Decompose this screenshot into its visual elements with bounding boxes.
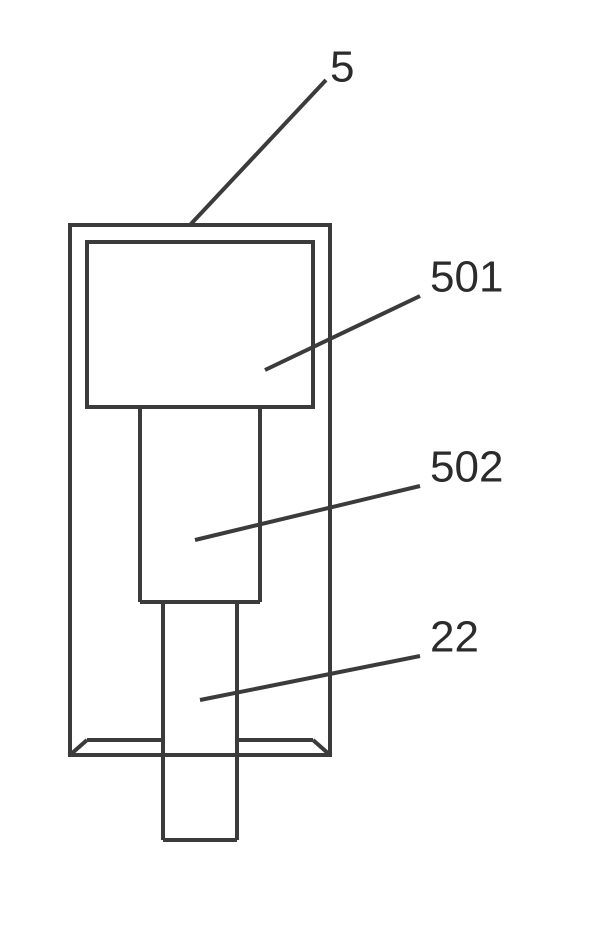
leader-lower bbox=[200, 656, 420, 700]
leader-top bbox=[190, 80, 326, 225]
outer-housing-rect bbox=[70, 225, 330, 755]
leader-lines bbox=[190, 80, 420, 700]
bevel-left bbox=[70, 740, 87, 755]
callout-labels: 5 501 502 22 bbox=[330, 43, 503, 662]
label-501: 501 bbox=[430, 253, 503, 302]
leader-middle bbox=[195, 486, 420, 540]
leader-upper bbox=[265, 296, 420, 370]
top-block-rect bbox=[87, 242, 313, 407]
bevel-right bbox=[313, 740, 330, 755]
label-22: 22 bbox=[430, 613, 479, 662]
diagram-shapes bbox=[70, 225, 330, 840]
label-5: 5 bbox=[330, 43, 354, 92]
engineering-diagram: 5 501 502 22 bbox=[0, 0, 599, 951]
label-502: 502 bbox=[430, 443, 503, 492]
